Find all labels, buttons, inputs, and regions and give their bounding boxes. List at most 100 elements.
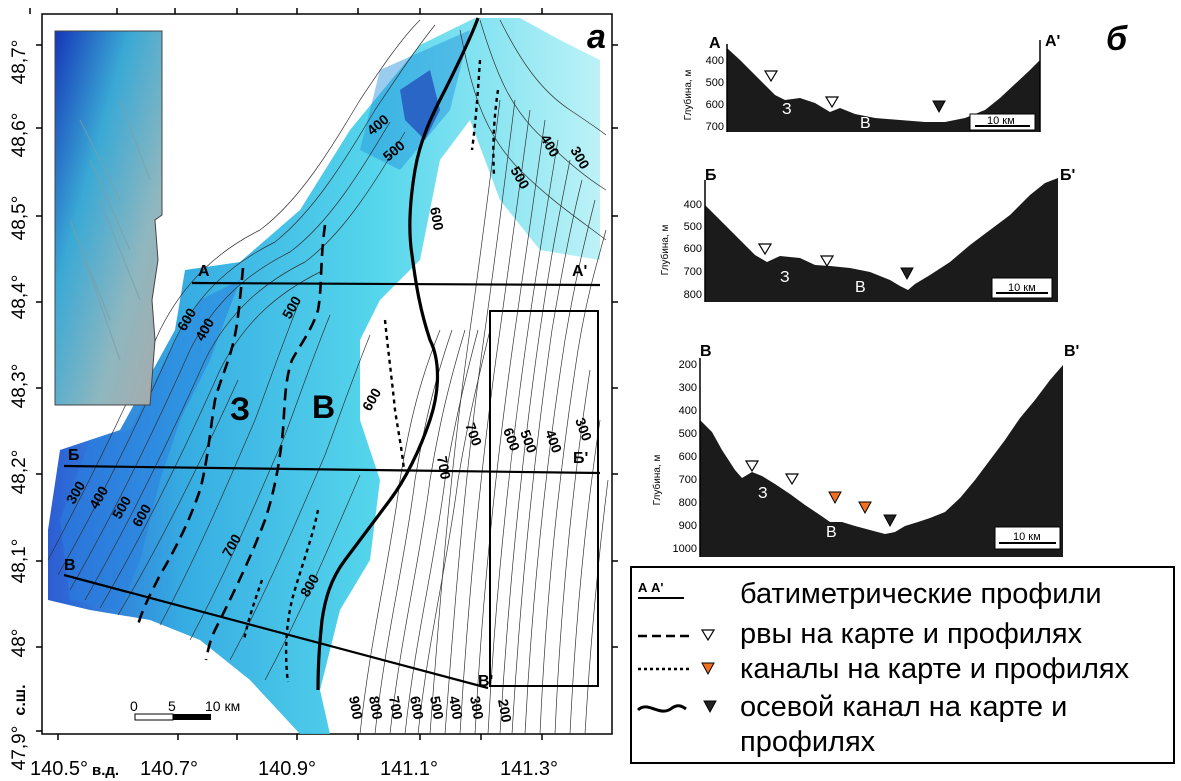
lat-tick-label: 48°	[9, 629, 30, 658]
legend-ditches-label: рвы на карте и профилях	[740, 618, 1083, 650]
lon-tick-label: 140.9°	[258, 758, 316, 780]
profile-v: В В' Глубина, м 200 300 400 500 600 700 …	[651, 343, 1079, 557]
profile-a-start: А	[709, 35, 721, 52]
profile-a-shape	[727, 48, 1040, 132]
contour-label: 700	[462, 421, 485, 449]
profile-line-b	[63, 464, 601, 475]
ditches	[136, 224, 327, 661]
lat-unit: с.ш.	[12, 684, 29, 715]
isobaths	[47, 19, 609, 735]
profile-b: Б Б' Глубина, м 400 500 600 700 800 З В …	[659, 167, 1075, 302]
legend-axial-label-1: осевой канал на карте и	[740, 691, 1068, 723]
profile-a-end: А'	[1045, 33, 1060, 50]
profile-a-ylabel: Глубина, м	[682, 70, 694, 121]
legend-axial-marker	[703, 700, 717, 714]
profile-a-tick: 500	[706, 77, 724, 89]
profile-label-b-start: Б	[68, 447, 80, 464]
profile-label-b-end: Б'	[573, 450, 588, 467]
contour-label: 500	[427, 695, 447, 721]
zone-label-east: В	[312, 389, 335, 425]
profile-a-scale: 10 км	[987, 115, 1015, 127]
ditch-marker	[757, 243, 773, 256]
contour-label: 400	[542, 428, 565, 456]
contour-label: 600	[427, 206, 447, 232]
profile-v-tick: 700	[679, 474, 697, 486]
scale-zero: 0	[130, 698, 138, 714]
profile-v-tick: 200	[679, 359, 697, 371]
legend-profile-key: А А'	[638, 580, 663, 595]
lat-tick-label: 48,6°	[9, 113, 30, 158]
profile-v-tick: 800	[679, 497, 697, 509]
study-area-rectangle	[489, 310, 599, 687]
profile-a-tick: 400	[706, 55, 724, 67]
lat-tick-label: 48,1°	[9, 539, 30, 584]
axial-channel	[316, 17, 480, 691]
profile-b-scale: 10 км	[1008, 282, 1036, 294]
profile-a-zone-e: В	[860, 115, 871, 132]
legend-profiles-label: батиметрические профили	[740, 578, 1102, 610]
profile-v-scale: 10 км	[1013, 531, 1041, 543]
lat-axis: 48,7° 48,6° 48,5° 48,4° 48,3° 48,2° 48,1…	[9, 40, 30, 771]
profile-v-tick: 300	[679, 382, 697, 394]
contour-label: 600	[407, 695, 427, 721]
profile-label-a-end: А'	[572, 263, 587, 280]
bathymetry-shading	[48, 18, 600, 734]
profile-b-tick: 500	[684, 221, 702, 233]
profile-b-tick: 800	[684, 289, 702, 301]
legend-axial-label-2: профилях	[740, 726, 876, 758]
profile-a-tick: 700	[706, 121, 724, 133]
channel-marker	[828, 491, 842, 505]
lon-tick-label: 141.1°	[380, 758, 438, 780]
profile-v-tick: 400	[679, 405, 697, 417]
contour-label: 300	[467, 695, 487, 721]
profile-v-tick: 600	[679, 451, 697, 463]
legend: А А' батиметрические профили рвы на карт…	[630, 566, 1175, 764]
profile-lines	[63, 281, 601, 690]
channel-marker	[858, 501, 872, 515]
axial-channel-marker	[900, 267, 914, 281]
axial-channel-marker	[883, 514, 897, 528]
legend-symbols: А А'	[636, 580, 717, 714]
lat-tick-label: 48,2°	[9, 450, 30, 495]
profile-v-tick: 1000	[673, 543, 697, 555]
contour-label: 800	[366, 695, 386, 721]
lon-tick-label: 140.7°	[140, 758, 198, 780]
lat-tick-label: 48,5°	[9, 196, 30, 241]
axial-channel-marker	[932, 100, 946, 114]
profile-b-end: Б'	[1060, 167, 1075, 184]
profile-b-ylabel: Глубина, м	[659, 225, 671, 276]
map-panel-label: а	[587, 18, 606, 56]
contour-label: 400	[446, 695, 466, 721]
profile-a-tick: 600	[706, 99, 724, 111]
profile-v-tick: 500	[679, 428, 697, 440]
profiles-panel-label: б	[1106, 20, 1128, 58]
lat-tick-label: 48,4°	[9, 275, 30, 320]
profile-b-start: Б	[705, 167, 717, 184]
contour-label: 300	[572, 416, 595, 444]
legend-axial-line	[636, 704, 687, 713]
ditch-marker	[763, 70, 779, 83]
profile-v-zone-e: В	[826, 524, 837, 541]
lat-tick-label: 48,7°	[9, 40, 30, 85]
zone-label-west: З	[230, 391, 250, 427]
profile-v-tick: 900	[679, 520, 697, 532]
profile-a-zone-w: З	[782, 101, 792, 118]
profile-label-v-end: В'	[478, 673, 493, 690]
lon-tick-label: 141.3°	[500, 758, 558, 780]
profile-b-tick: 600	[684, 243, 702, 255]
contour-label: 200	[495, 698, 515, 724]
legend-channel-marker	[701, 662, 715, 676]
lon-unit: в.д.	[92, 762, 119, 779]
lon-tick-label: 140.5°	[30, 758, 88, 780]
profile-label-a-start: А	[198, 263, 210, 280]
contour-label: 600	[500, 426, 523, 454]
profile-v-zone-w: З	[758, 485, 768, 502]
legend-ditch-marker	[700, 629, 716, 642]
profile-b-tick: 400	[684, 199, 702, 211]
legend-channels-label: каналы на карте и профилях	[740, 653, 1130, 685]
profile-b-tick: 700	[684, 266, 702, 278]
profile-b-zone-e: В	[855, 279, 866, 296]
profile-v-ylabel: Глубина, м	[651, 455, 663, 506]
profile-v-start: В	[700, 343, 712, 360]
